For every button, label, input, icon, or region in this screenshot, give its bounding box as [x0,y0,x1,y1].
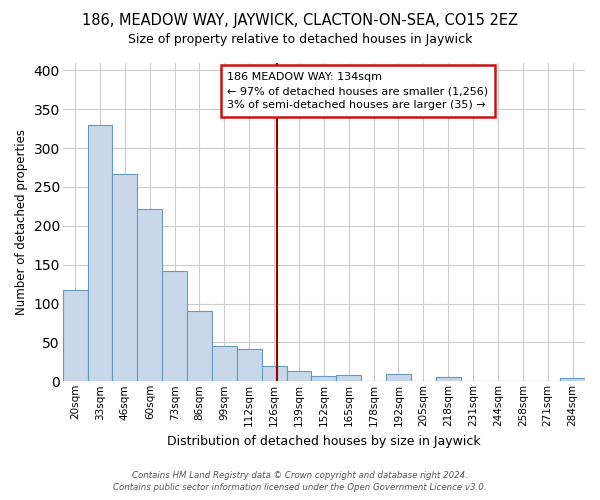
Bar [187,310,212,382]
Bar [212,346,237,382]
Bar [162,271,187,382]
Bar [436,378,461,382]
Text: Size of property relative to detached houses in Jaywick: Size of property relative to detached ho… [128,32,472,46]
Bar [237,350,262,382]
Bar [311,376,336,382]
Text: Contains HM Land Registry data © Crown copyright and database right 2024.
Contai: Contains HM Land Registry data © Crown c… [113,471,487,492]
Bar [88,124,112,382]
Y-axis label: Number of detached properties: Number of detached properties [15,129,28,315]
Bar [112,174,137,382]
Bar [560,378,585,382]
Text: 186, MEADOW WAY, JAYWICK, CLACTON-ON-SEA, CO15 2EZ: 186, MEADOW WAY, JAYWICK, CLACTON-ON-SEA… [82,12,518,28]
Bar [137,208,162,382]
Bar [63,290,88,382]
Text: 186 MEADOW WAY: 134sqm
← 97% of detached houses are smaller (1,256)
3% of semi-d: 186 MEADOW WAY: 134sqm ← 97% of detached… [227,72,488,110]
Bar [336,375,361,382]
Bar [287,371,311,382]
Bar [386,374,411,382]
X-axis label: Distribution of detached houses by size in Jaywick: Distribution of detached houses by size … [167,434,481,448]
Bar [262,366,287,382]
